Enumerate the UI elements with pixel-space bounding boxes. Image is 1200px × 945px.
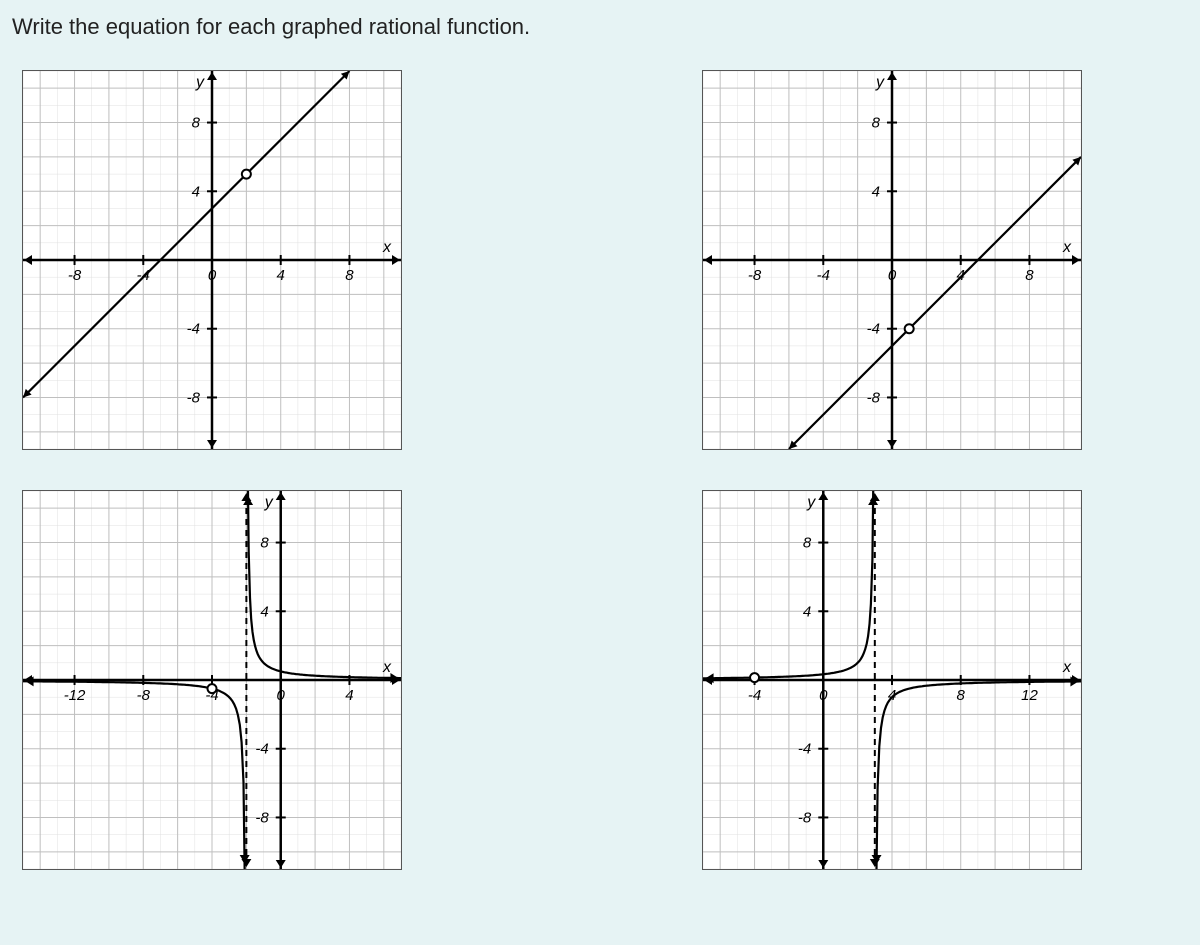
svg-text:x: x [1062,239,1072,256]
svg-text:8: 8 [192,115,201,132]
svg-text:0: 0 [208,267,217,284]
svg-text:4: 4 [872,183,880,200]
svg-text:-4: -4 [748,687,761,704]
svg-text:4: 4 [277,267,285,284]
svg-text:y: y [195,74,205,91]
svg-text:y: y [875,74,885,91]
svg-text:8: 8 [957,687,966,704]
svg-text:8: 8 [1025,267,1034,284]
svg-text:-4: -4 [817,267,830,284]
svg-text:4: 4 [803,603,811,620]
svg-text:-4: -4 [255,741,268,758]
chart-3: -12-8-404-8-448xy [22,490,402,870]
svg-text:4: 4 [192,183,200,200]
svg-text:0: 0 [277,687,286,704]
svg-text:8: 8 [345,267,354,284]
svg-text:8: 8 [872,115,881,132]
svg-text:x: x [382,239,392,256]
svg-text:-8: -8 [867,389,881,406]
svg-text:-8: -8 [255,809,269,826]
svg-text:-8: -8 [137,687,151,704]
svg-text:8: 8 [803,535,812,552]
svg-text:-4: -4 [798,741,811,758]
svg-text:4: 4 [260,603,268,620]
svg-text:0: 0 [819,687,828,704]
svg-text:-12: -12 [64,687,86,704]
chart-4: -404812-8-448xy [702,490,1082,870]
chart-grid: -8 -4 0 4 8 -8 -4 4 8 x y -8 -4 0 4 8 -8 -4 4 8 x y -12 -8 -4 0… [22,70,1188,870]
svg-text:-8: -8 [748,267,762,284]
svg-text:-4: -4 [867,321,880,338]
svg-text:4: 4 [345,687,353,704]
svg-text:y: y [264,494,274,511]
svg-text:12: 12 [1021,687,1038,704]
svg-text:8: 8 [260,535,269,552]
svg-text:-8: -8 [68,267,82,284]
svg-text:y: y [806,494,816,511]
svg-text:x: x [1062,659,1072,676]
svg-text:-4: -4 [187,321,200,338]
svg-text:-8: -8 [187,389,201,406]
svg-text:0: 0 [888,267,897,284]
chart-2: -8-4048-8-448xy [702,70,1082,450]
page-instruction: Write the equation for each graphed rati… [12,14,1188,40]
svg-text:-8: -8 [798,809,812,826]
chart-1: -8-4048-8-448xy [22,70,402,450]
